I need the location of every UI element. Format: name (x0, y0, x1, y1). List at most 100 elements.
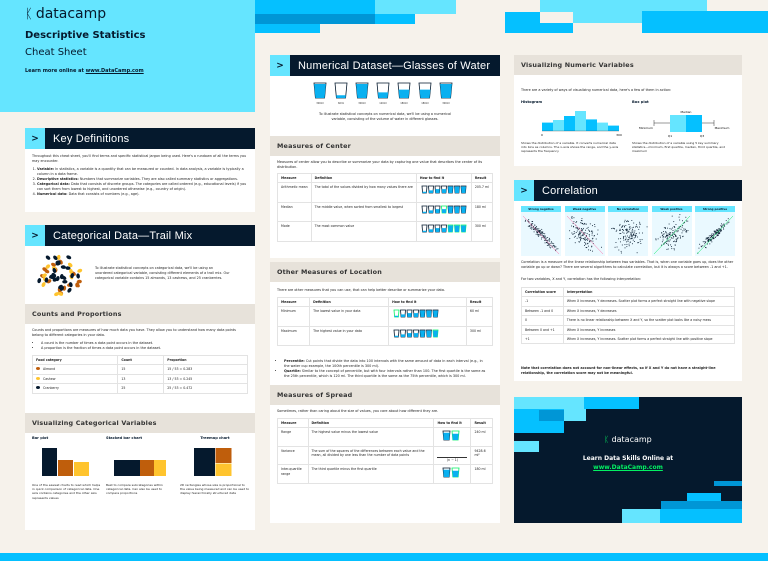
table-row: Cranberry 25 25 / 53 = 0.472 (31, 383, 248, 394)
trail-mix-item (44, 277, 49, 283)
table-cell: The lowest value in your data (309, 306, 390, 327)
scatter-point (587, 245, 589, 247)
column-header: Result (470, 172, 494, 184)
scatter-point (576, 230, 578, 232)
water-fill (394, 335, 399, 337)
scatter-point (619, 233, 621, 235)
section-title: Correlation (542, 184, 599, 197)
scatter-chart (611, 219, 648, 254)
scatter-point (619, 229, 621, 231)
scatter-point (623, 229, 625, 231)
scatter-point (665, 233, 667, 235)
scatter-point (672, 236, 674, 238)
scatter-point (678, 235, 680, 237)
glass-label: 180ml (400, 102, 408, 105)
table-row: Variance The sum of the squares of the di… (277, 445, 493, 466)
scatter-point (585, 227, 587, 229)
trail-mix-item (60, 265, 66, 269)
scatter-point (544, 237, 546, 239)
scatter-point (632, 230, 634, 232)
key-definitions-header: > Key Definitions (25, 128, 255, 149)
trail-mix-item (62, 279, 68, 284)
chevron-icon: > (514, 180, 534, 201)
scatter-point (568, 230, 570, 232)
scatter-point (626, 228, 628, 230)
scatter-point (684, 216, 686, 218)
water-fill (356, 83, 368, 98)
scatter-point (529, 227, 531, 229)
scatter-plot: Weak positive (651, 206, 692, 256)
scatter-point (668, 236, 670, 238)
scatter-point (580, 235, 582, 237)
correlation-note: Note that correlation does not account f… (521, 366, 716, 375)
scatter-point (671, 232, 673, 234)
water-fill (435, 208, 440, 213)
scatter-point (626, 220, 628, 222)
promo-banner[interactable]: ᛕ datacamp Learn Data Skills Online at w… (514, 397, 742, 523)
scatter-point (633, 222, 635, 224)
scatter-point (672, 221, 674, 223)
scatter-point (685, 230, 687, 232)
scatter-point (551, 242, 553, 244)
scatter-point (629, 229, 631, 231)
scatter-point (629, 236, 631, 238)
scatter-point (620, 250, 622, 252)
scatter-point (621, 229, 623, 231)
water-fill (420, 330, 426, 337)
promo-link[interactable]: www.DataCamp.com (593, 464, 663, 471)
spread-table: Measure Definition How to find it Result Ran… (277, 417, 493, 484)
scatter-plot: Strong negative (521, 206, 561, 256)
scatter-point (680, 232, 682, 234)
table-cell: Cranberry (31, 383, 119, 394)
column-header: How to find it (433, 417, 472, 429)
scatter-point (632, 235, 634, 237)
histogram-bar (586, 119, 597, 131)
scatter-chart (653, 210, 690, 255)
column-header: Measure (277, 417, 309, 429)
scatter-point (572, 222, 574, 224)
scatter-point (623, 232, 625, 234)
scatter-point (535, 233, 537, 235)
decor-block (540, 23, 573, 33)
scatter-point (625, 238, 627, 240)
scatter-point (537, 235, 539, 237)
decor-block (514, 397, 584, 409)
histogram-bar (575, 111, 586, 131)
cell-text: 25 / 53 = 0.472 (167, 386, 193, 391)
table-cell: 9428.6 ml² (470, 445, 493, 466)
column-header: Proportion (163, 354, 248, 366)
page-subtitle: Cheat Sheet (25, 47, 87, 58)
histogram-title: Histogram (521, 100, 543, 104)
scatter-label: No correlation (608, 206, 648, 212)
scatter-point (557, 248, 559, 250)
scatter-point (544, 240, 546, 242)
table-cell: +1 (521, 334, 564, 345)
scatter-point (671, 227, 673, 229)
table-cell: 240 ml (470, 427, 493, 447)
table-row: 0 There is no linear relationship between… (521, 315, 736, 326)
scatter-chart (696, 215, 734, 255)
table-cell: When X increases, Y increases. Scatter p… (562, 334, 736, 345)
scatter-point (576, 228, 578, 230)
scatter-point (636, 224, 638, 226)
scatter-point (618, 249, 620, 251)
note-term: Quartile: (284, 369, 301, 373)
location-notes: Percentile: Cut points that divide the d… (276, 359, 496, 379)
trend-line (653, 215, 690, 255)
datacamp-link[interactable]: www.DataCamp.com (85, 68, 144, 74)
scatter-point (621, 225, 623, 227)
scatter-point (720, 230, 722, 232)
scatter-point (662, 239, 664, 241)
scatter-point (618, 229, 620, 231)
scatter-point (575, 221, 577, 223)
scatter-point (541, 237, 543, 239)
scatter-point (538, 233, 540, 235)
scatter-point (552, 245, 554, 247)
definition-text: Data that consists of numbers (e.g., age… (67, 192, 140, 196)
scatter-point (584, 236, 586, 238)
table-row: Maximum The highest value in your data 300… (276, 325, 494, 347)
scatter-point (664, 231, 666, 233)
datacamp-logo: ᛕ datacamp (25, 6, 107, 22)
table-cell: The sum of the squares of the difference… (307, 445, 435, 466)
cell-text: Cashew (43, 376, 56, 381)
